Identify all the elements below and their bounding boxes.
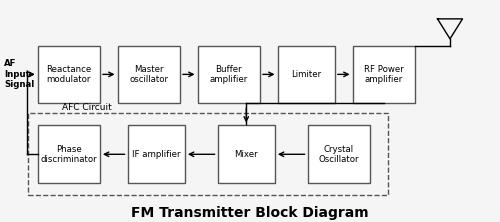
Text: IF amplifier: IF amplifier: [132, 150, 180, 159]
Text: AFC Circuit: AFC Circuit: [62, 103, 112, 112]
Bar: [28, 113, 388, 195]
Text: Master
oscillator: Master oscillator: [129, 65, 168, 84]
Bar: [352, 46, 415, 103]
Bar: [308, 125, 370, 183]
Bar: [128, 125, 185, 183]
Bar: [38, 46, 100, 103]
Text: AF
Input
Signal: AF Input Signal: [4, 59, 34, 89]
Text: Phase
discriminator: Phase discriminator: [40, 145, 97, 164]
Text: Mixer: Mixer: [234, 150, 258, 159]
Bar: [118, 46, 180, 103]
Bar: [198, 46, 260, 103]
Bar: [278, 46, 335, 103]
Text: FM Transmitter Block Diagram: FM Transmitter Block Diagram: [131, 206, 369, 220]
Text: Buffer
amplifier: Buffer amplifier: [210, 65, 248, 84]
Text: Reactance
modulator: Reactance modulator: [46, 65, 92, 84]
Text: Crystal
Oscillator: Crystal Oscillator: [318, 145, 359, 164]
Text: Limiter: Limiter: [291, 70, 322, 79]
Bar: [218, 125, 275, 183]
Text: RF Power
amplifier: RF Power amplifier: [364, 65, 404, 84]
Bar: [38, 125, 100, 183]
